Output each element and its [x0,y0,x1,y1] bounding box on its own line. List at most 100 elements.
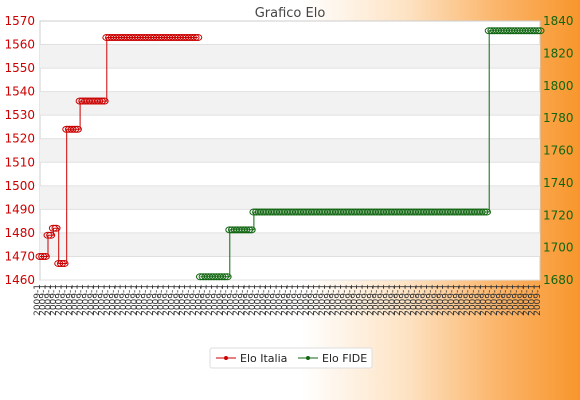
x-tick-label: 2009-1 [162,284,172,316]
left-tick-label: 1460 [4,273,35,287]
x-tick-label: 2009-1 [135,284,145,316]
x-tick-label: 2009-1 [511,284,521,316]
legend-label-italia: Elo Italia [240,352,287,365]
x-tick-label: 2009-1 [420,284,430,316]
x-tick-label: 2009-1 [151,284,161,316]
x-tick-label: 2009-1 [124,284,134,316]
left-tick-label: 1530 [4,108,35,122]
x-tick-label: 2009-1 [44,284,54,316]
x-tick-label: 2009-1 [205,284,215,316]
x-tick-label: 2009-1 [114,284,124,316]
x-tick-label: 2009-1 [221,284,231,316]
x-tick-label: 2009-1 [216,284,226,316]
x-tick-label: 2009-1 [339,284,349,316]
x-tick-label: 2009-1 [345,284,355,316]
data-point [59,260,69,268]
x-tick-label: 2009-1 [98,284,108,316]
x-tick-label: 2009-1 [356,284,366,316]
x-axis-ticks: 2009-12009-12009-12009-12009-12009-12009… [33,284,543,316]
data-point [72,125,82,133]
x-tick-label: 2009-1 [65,284,75,316]
x-tick-label: 2009-1 [307,284,317,316]
right-tick-label: 1840 [543,14,574,28]
x-tick-label: 2009-1 [388,284,398,316]
grid-bands [40,44,540,281]
x-tick-label: 2009-1 [173,284,183,316]
x-tick-label: 2009-1 [533,284,543,316]
right-tick-label: 1760 [543,144,574,158]
x-tick-label: 2009-1 [522,284,532,316]
left-tick-label: 1560 [4,38,35,52]
x-tick-label: 2009-1 [382,284,392,316]
x-tick-label: 2009-1 [200,284,210,316]
x-tick-label: 2009-1 [33,284,43,316]
x-tick-label: 2009-1 [178,284,188,316]
data-point [535,27,545,35]
x-tick-label: 2009-1 [227,284,237,316]
x-tick-label: 2009-1 [517,284,527,316]
x-tick-label: 2009-1 [184,284,194,316]
left-tick-label: 1500 [4,179,35,193]
x-tick-label: 2009-1 [452,284,462,316]
series-elo-italia [35,33,203,268]
data-point [99,97,109,105]
right-tick-label: 1700 [543,241,574,255]
x-tick-label: 2009-1 [275,284,285,316]
x-tick-label: 2009-1 [60,284,70,316]
grid-band [40,138,540,163]
x-tick-label: 2009-1 [399,284,409,316]
x-tick-label: 2009-1 [463,284,473,316]
series-layer [35,27,545,281]
series-elo-fide [195,27,545,281]
x-tick-label: 2009-1 [248,284,258,316]
data-point [40,252,50,260]
x-tick-label: 2009-1 [189,284,199,316]
x-tick-label: 2009-1 [458,284,468,316]
left-axis-ticks: 1460 1470 1480 1490 1500 1510 1520 1530 1540 1550… [4,14,35,287]
grid-band [40,232,540,257]
x-tick-label: 2009-1 [425,284,435,316]
left-tick-label: 1520 [4,132,35,146]
left-tick-label: 1540 [4,85,35,99]
x-tick-label: 2009-1 [506,284,516,316]
x-tick-label: 2009-1 [146,284,156,316]
x-tick-label: 2009-1 [350,284,360,316]
left-tick-label: 1510 [4,155,35,169]
grid-band [40,44,540,69]
x-tick-label: 2009-1 [119,284,129,316]
data-point [51,224,61,232]
x-tick-label: 2009-1 [334,284,344,316]
left-tick-label: 1480 [4,226,35,240]
legend-box [209,347,373,369]
x-tick-label: 2009-1 [495,284,505,316]
right-tick-label: 1740 [543,176,574,190]
x-tick-label: 2009-1 [323,284,333,316]
data-point [193,33,203,41]
x-tick-label: 2009-1 [302,284,312,316]
x-tick-label: 2009-1 [237,284,247,316]
right-tick-label: 1720 [543,208,574,222]
x-tick-label: 2009-1 [431,284,441,316]
x-tick-label: 2009-1 [377,284,387,316]
x-tick-label: 2009-1 [253,284,263,316]
x-tick-label: 2009-1 [415,284,425,316]
legend-item-italia: Elo Italia [216,352,287,365]
x-tick-label: 2009-1 [291,284,301,316]
legend-item-fide: Elo FIDE [298,352,367,365]
x-tick-label: 2009-1 [372,284,382,316]
x-tick-label: 2009-1 [280,284,290,316]
x-tick-label: 2009-1 [409,284,419,316]
x-tick-label: 2009-1 [393,284,403,316]
legend-label-fide: Elo FIDE [322,352,367,365]
x-tick-label: 2009-1 [103,284,113,316]
x-tick-label: 2009-1 [474,284,484,316]
x-tick-label: 2009-1 [286,284,296,316]
x-tick-label: 2009-1 [38,284,48,316]
x-tick-label: 2009-1 [436,284,446,316]
x-tick-label: 2009-1 [361,284,371,316]
x-tick-label: 2009-1 [108,284,118,316]
left-tick-label: 1570 [4,14,35,28]
x-tick-label: 2009-1 [232,284,242,316]
